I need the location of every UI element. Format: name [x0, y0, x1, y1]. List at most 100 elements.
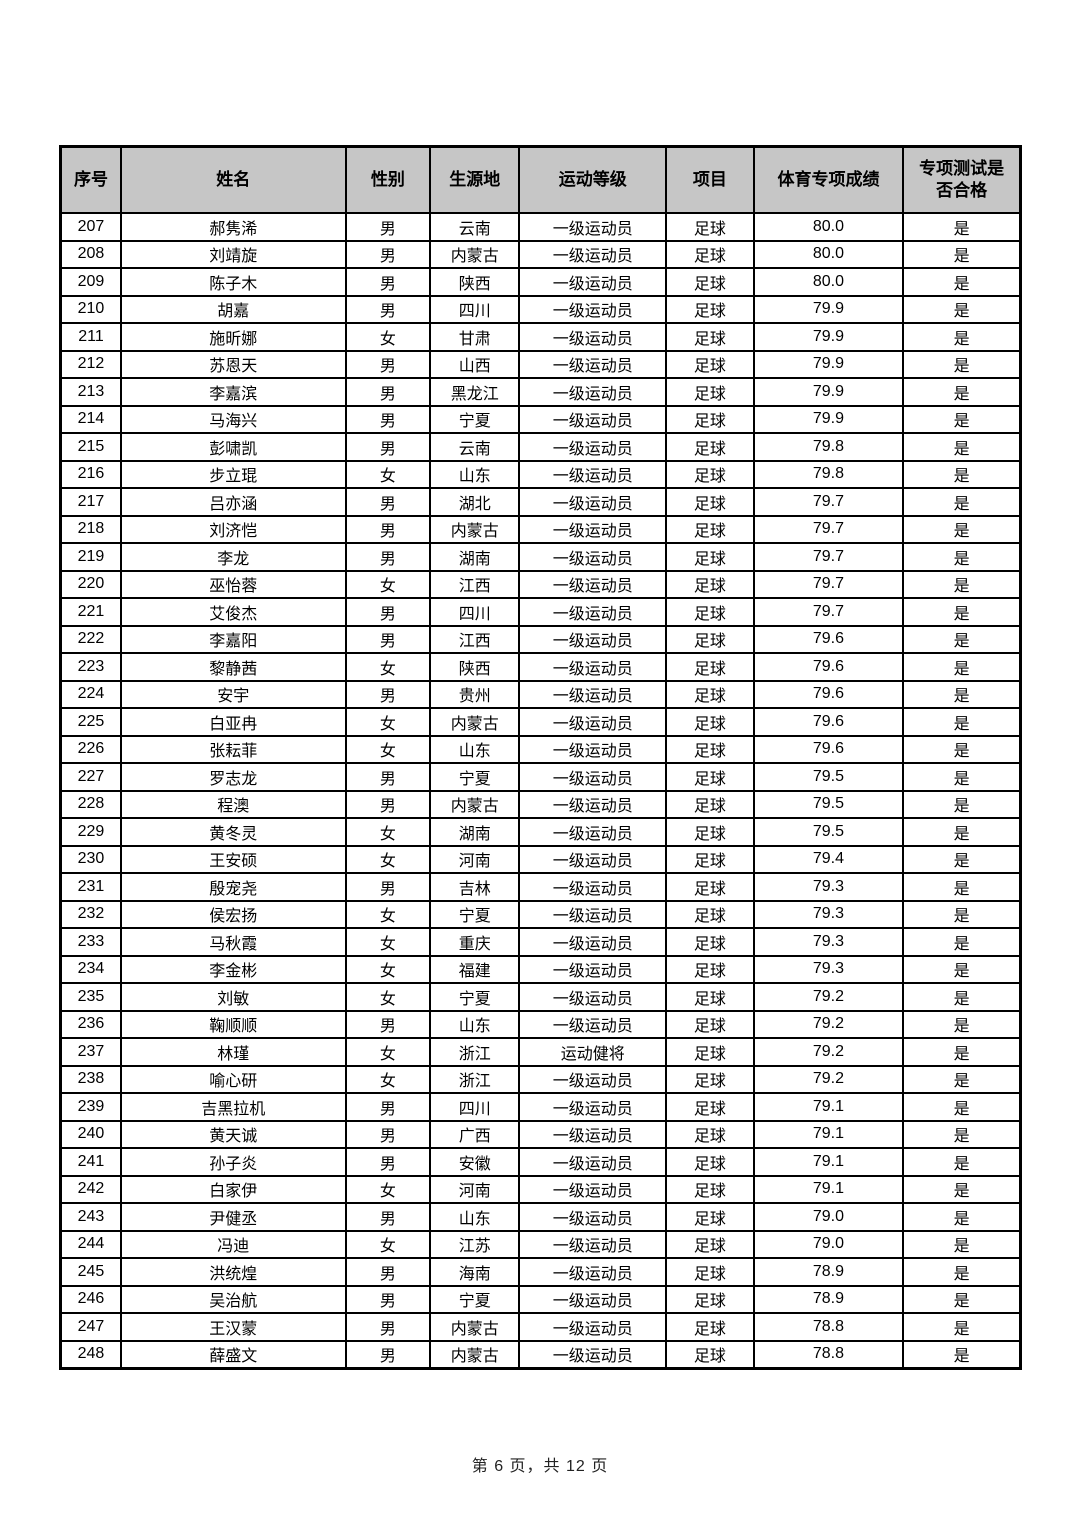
cell-score: 79.6: [752, 734, 905, 764]
cell-gender: 女: [344, 459, 432, 489]
cell-sport: 足球: [665, 377, 755, 407]
cell-sport: 足球: [665, 1009, 755, 1039]
cell-name: 白亚冉: [119, 707, 347, 737]
table-row: 223 黎静茜女陕西 一级运动员 足球 79.6 是: [59, 652, 1022, 682]
cell-origin: 内蒙古: [429, 1312, 521, 1342]
table-row: 234 李金彬女福建 一级运动员 足球 79.3 是: [59, 954, 1022, 984]
column-header-name: 姓名: [119, 145, 347, 214]
cell-score: 79.7: [752, 569, 905, 599]
cell-score: 79.8: [752, 432, 905, 462]
table-row: 240 黄天诚男广西 一级运动员 足球 79.1 是: [59, 1119, 1022, 1149]
cell-serial: 234: [59, 954, 122, 984]
table-row: 248 薛盛文男内蒙古 一级运动员 足球 78.8 是: [59, 1339, 1022, 1370]
cell-name: 王安硕: [119, 844, 347, 874]
cell-qualified: 是: [902, 762, 1022, 792]
cell-athletic-level: 一级运动员: [518, 569, 668, 599]
table-row: 226 张耘菲女山东 一级运动员 足球 79.6 是: [59, 734, 1022, 764]
cell-athletic-level: 一级运动员: [518, 1284, 668, 1314]
cell-sport: 足球: [665, 707, 755, 737]
cell-gender: 男: [344, 1312, 432, 1342]
cell-qualified: 是: [902, 789, 1022, 819]
cell-gender: 男: [344, 597, 432, 627]
column-header-athletic-level: 运动等级: [518, 145, 668, 214]
cell-origin: 河南: [429, 844, 521, 874]
cell-athletic-level: 一级运动员: [518, 322, 668, 352]
cell-sport: 足球: [665, 1339, 755, 1370]
cell-sport: 足球: [665, 404, 755, 434]
cell-athletic-level: 一级运动员: [518, 404, 668, 434]
cell-qualified: 是: [902, 294, 1022, 324]
cell-gender: 男: [344, 377, 432, 407]
cell-serial: 226: [59, 734, 122, 764]
cell-athletic-level: 一级运动员: [518, 597, 668, 627]
table-row: 213 李嘉滨男黑龙江 一级运动员 足球 79.9 是: [59, 377, 1022, 407]
cell-serial: 210: [59, 294, 122, 324]
table-row: 218 刘济恺男内蒙古 一级运动员 足球 79.7 是: [59, 514, 1022, 544]
cell-score: 78.8: [752, 1339, 905, 1370]
cell-origin: 内蒙古: [429, 239, 521, 269]
cell-athletic-level: 一级运动员: [518, 1009, 668, 1039]
cell-serial: 239: [59, 1092, 122, 1122]
cell-serial: 225: [59, 707, 122, 737]
cell-serial: 227: [59, 762, 122, 792]
cell-score: 79.3: [752, 927, 905, 957]
cell-qualified: 是: [902, 542, 1022, 572]
cell-athletic-level: 一级运动员: [518, 789, 668, 819]
cell-name: 吕亦涵: [119, 487, 347, 517]
cell-sport: 足球: [665, 789, 755, 819]
cell-name: 黄天诚: [119, 1119, 347, 1149]
cell-origin: 吉林: [429, 872, 521, 902]
cell-gender: 男: [344, 762, 432, 792]
cell-qualified: 是: [902, 349, 1022, 379]
cell-score: 79.2: [752, 982, 905, 1012]
cell-serial: 211: [59, 322, 122, 352]
cell-name: 彭啸凯: [119, 432, 347, 462]
cell-serial: 248: [59, 1339, 122, 1370]
cell-name: 侯宏扬: [119, 899, 347, 929]
cell-serial: 224: [59, 679, 122, 709]
cell-athletic-level: 一级运动员: [518, 982, 668, 1012]
cell-serial: 247: [59, 1312, 122, 1342]
cell-serial: 246: [59, 1284, 122, 1314]
cell-serial: 244: [59, 1229, 122, 1259]
cell-sport: 足球: [665, 487, 755, 517]
cell-athletic-level: 一级运动员: [518, 1092, 668, 1122]
cell-athletic-level: 一级运动员: [518, 294, 668, 324]
cell-origin: 内蒙古: [429, 707, 521, 737]
cell-athletic-level: 一级运动员: [518, 707, 668, 737]
cell-score: 79.3: [752, 954, 905, 984]
cell-sport: 足球: [665, 624, 755, 654]
cell-sport: 足球: [665, 844, 755, 874]
cell-origin: 甘肃: [429, 322, 521, 352]
cell-score: 79.4: [752, 844, 905, 874]
cell-name: 吴治航: [119, 1284, 347, 1314]
cell-score: 79.5: [752, 789, 905, 819]
cell-gender: 男: [344, 1092, 432, 1122]
cell-name: 苏恩天: [119, 349, 347, 379]
cell-qualified: 是: [902, 597, 1022, 627]
cell-sport: 足球: [665, 1174, 755, 1204]
cell-qualified: 是: [902, 1009, 1022, 1039]
cell-score: 79.7: [752, 597, 905, 627]
cell-score: 78.9: [752, 1257, 905, 1287]
cell-sport: 足球: [665, 1147, 755, 1177]
cell-qualified: 是: [902, 707, 1022, 737]
cell-serial: 207: [59, 212, 122, 242]
cell-gender: 女: [344, 322, 432, 352]
cell-qualified: 是: [902, 1037, 1022, 1067]
cell-serial: 219: [59, 542, 122, 572]
cell-score: 80.0: [752, 267, 905, 297]
cell-qualified: 是: [902, 459, 1022, 489]
cell-origin: 陕西: [429, 267, 521, 297]
cell-origin: 内蒙古: [429, 1339, 521, 1370]
cell-origin: 江西: [429, 624, 521, 654]
cell-score: 79.9: [752, 377, 905, 407]
cell-origin: 江西: [429, 569, 521, 599]
cell-score: 79.6: [752, 624, 905, 654]
cell-gender: 男: [344, 239, 432, 269]
cell-athletic-level: 一级运动员: [518, 679, 668, 709]
cell-origin: 贵州: [429, 679, 521, 709]
cell-qualified: 是: [902, 1257, 1022, 1287]
cell-score: 79.7: [752, 514, 905, 544]
cell-sport: 足球: [665, 927, 755, 957]
